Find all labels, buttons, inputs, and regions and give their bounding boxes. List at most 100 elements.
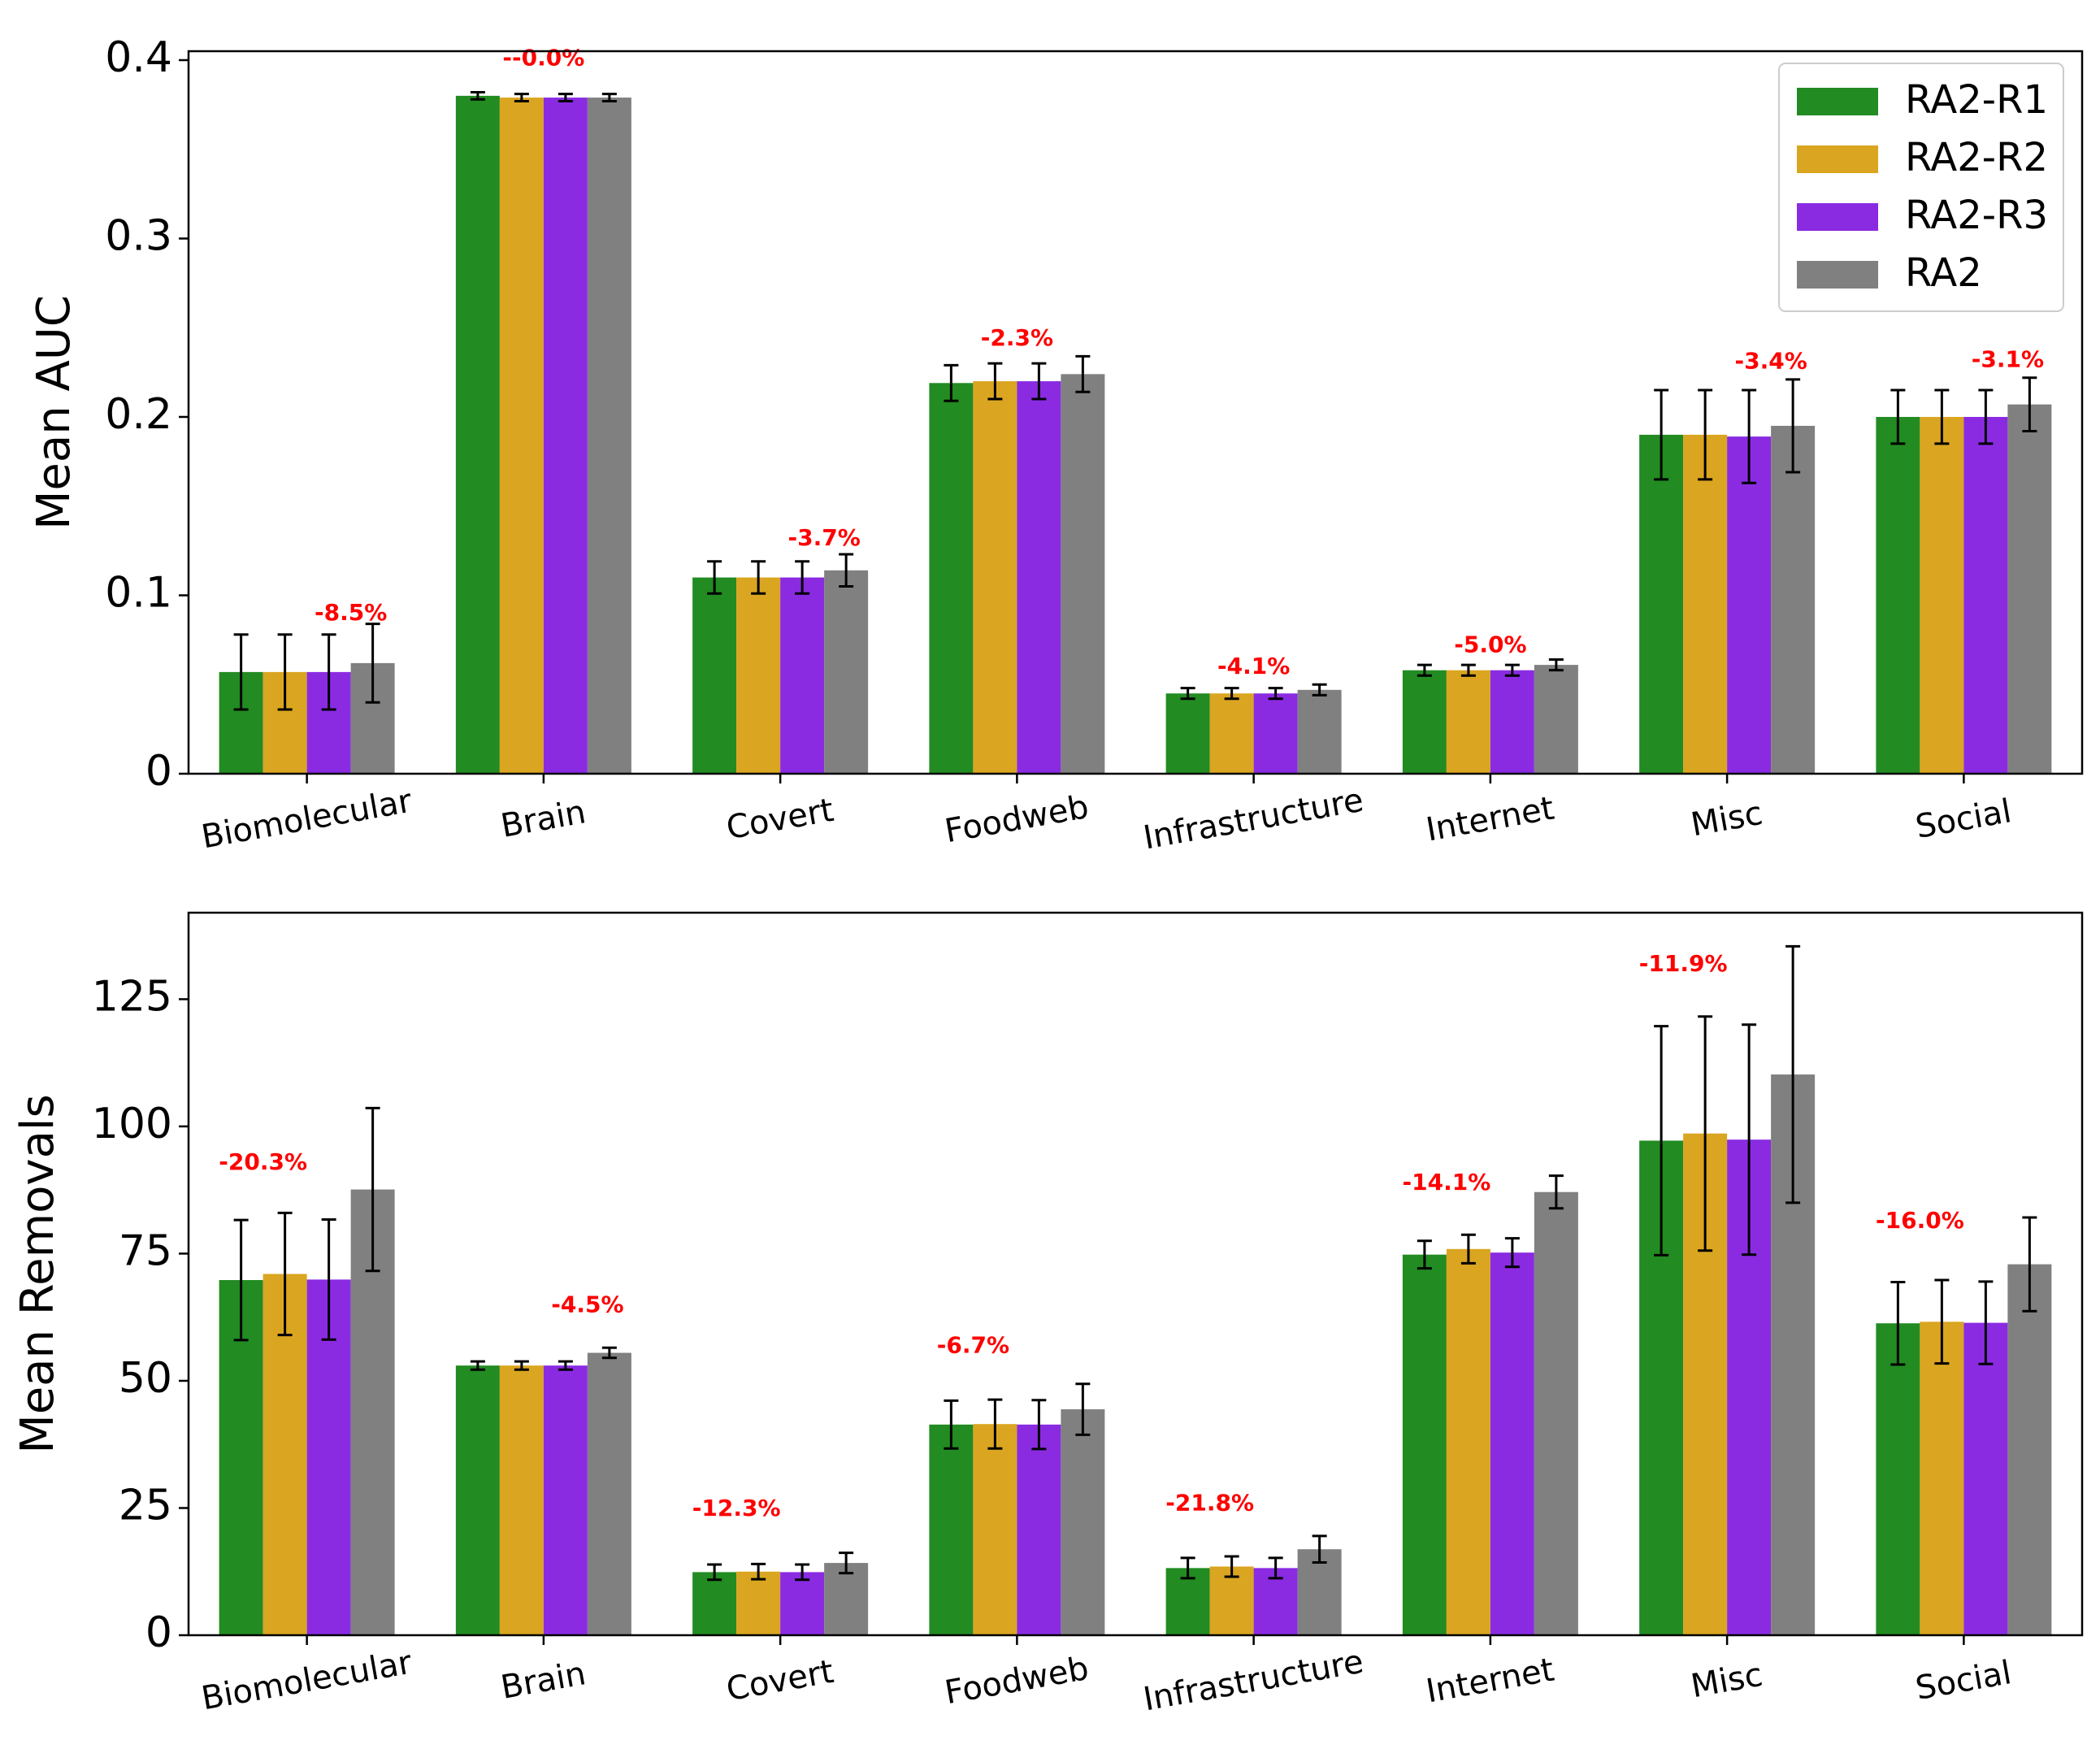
auc-bar-internet-ra2-r2 [1446,670,1490,774]
auc-ytick-label: 0.1 [105,568,172,617]
removals-bar-brain-ra2-r3 [543,1365,588,1635]
legend-swatch-ra2-r1 [1797,88,1878,115]
auc-errorbar-social-ra2-r1 [1890,388,1906,445]
auc-bar-internet-ra2 [1534,665,1578,774]
removals-errorbar-covert-ra2 [839,1552,854,1575]
auc-xtick-label-infrastructure: Infrastructure [1141,782,1367,857]
removals-bar-covert-ra2-r3 [780,1572,825,1635]
auc-bar-social-ra2 [2007,404,2052,774]
auc-bar-misc-ra2-r1 [1639,434,1684,774]
removals-errorbar-foodweb-ra2-r1 [944,1399,959,1450]
auc-annotation-infrastructure: -4.1% [1217,653,1290,679]
auc-errorbar-covert-ra2 [839,553,854,588]
removals-ytick-label: 125 [92,972,172,1021]
removals-errorbar-social-ra2-r1 [1890,1281,1906,1366]
auc-errorbar-biomolecular-ra2 [365,623,380,704]
removals-errorbar-social-ra2 [2022,1216,2037,1313]
removals-xtick-label-brain: Brain [498,1655,588,1707]
auc-errorbar-internet-ra2-r2 [1460,663,1476,677]
auc-errorbar-misc-ra2-r3 [1742,388,1757,484]
removals-errorbar-infrastructure-ra2 [1312,1534,1327,1564]
removals-xtick-label-covert: Covert [723,1653,836,1708]
removals-errorbar-covert-ra2-r3 [795,1563,810,1582]
auc-bar-covert-ra2-r3 [780,577,825,774]
auc-errorbar-misc-ra2-r2 [1698,388,1713,481]
removals-errorbar-biomolecular-ra2-r3 [321,1218,336,1341]
removals-y-axis-label: Mean Removals [11,1094,64,1453]
auc-errorbar-covert-ra2-r1 [707,560,722,595]
removals-bar-brain-ra2-r2 [499,1365,544,1635]
removals-bar-infrastructure-ra2-r2 [1209,1566,1254,1635]
removals-errorbar-brain-ra2-r2 [514,1360,529,1371]
removals-errorbar-internet-ra2-r2 [1460,1233,1476,1265]
removals-errorbar-foodweb-ra2-r2 [987,1398,1003,1450]
removals-errorbar-misc-ra2-r2 [1698,1015,1713,1252]
removals-ytick-label: 25 [119,1481,172,1530]
removals-bar-social-ra2-r3 [1963,1322,2008,1635]
auc-bar-infrastructure-ra2 [1297,689,1342,774]
removals-errorbar-brain-ra2-r1 [470,1360,485,1371]
auc-errorbar-misc-ra2 [1785,378,1801,474]
removals-ytick-label: 0 [145,1608,172,1657]
auc-bar-foodweb-ra2-r1 [929,383,974,774]
auc-ytick-label: 0.2 [105,390,172,439]
legend-label-ra2: RA2 [1905,250,1982,296]
auc-errorbar-biomolecular-ra2-r3 [321,633,336,711]
auc-bar-infrastructure-ra2-r1 [1165,693,1210,774]
auc-ytick-label: 0.4 [105,33,172,82]
auc-errorbar-brain-ra2-r2 [514,93,529,102]
auc-bar-brain-ra2-r2 [499,98,544,775]
legend-swatch-ra2 [1797,261,1878,289]
removals-annotation-misc: -11.9% [1639,950,1728,977]
auc-errorbar-brain-ra2-r3 [558,93,573,102]
removals-bar-foodweb-ra2 [1061,1409,1105,1635]
auc-errorbar-infrastructure-ra2-r2 [1224,687,1239,701]
auc-bar-covert-ra2-r1 [692,577,737,774]
auc-errorbar-brain-ra2 [601,93,617,102]
auc-bar-misc-ra2 [1771,425,1816,774]
removals-errorbar-foodweb-ra2 [1075,1382,1091,1436]
auc-errorbar-infrastructure-ra2-r3 [1268,687,1283,701]
removals-errorbar-misc-ra2-r3 [1742,1023,1757,1256]
auc-chart: -8.5% --0.0% -3.7% -2.3% -4.1% -5.0% -3.4% -3.1… [28,33,2084,857]
auc-errorbar-internet-ra2 [1548,658,1564,672]
removals-bar-foodweb-ra2-r1 [929,1424,974,1635]
removals-bar-social-ra2-r2 [1920,1322,1964,1635]
auc-bar-social-ra2-r3 [1963,416,2008,774]
auc-xtick-label-misc: Misc [1688,795,1765,844]
auc-y-axis-label: Mean AUC [28,295,80,530]
legend-label-ra2-r1: RA2-R1 [1905,77,2048,123]
removals-xtick-label-biomolecular: Biomolecular [198,1644,414,1718]
auc-annotation-social: -3.1% [1972,346,2044,373]
auc-xtick-label-social: Social [1913,792,2015,846]
legend: RA2-R1 RA2-R2 RA2-R3 RA2 [1778,63,2064,312]
auc-errorbar-infrastructure-ra2 [1312,683,1327,697]
removals-bar-covert-ra2-r2 [736,1571,781,1635]
removals-errorbar-foodweb-ra2-r3 [1031,1399,1047,1451]
auc-bar-social-ra2-r2 [1920,416,1964,774]
removals-ytick-label: 75 [119,1226,172,1275]
removals-plot-frame [187,911,2084,1637]
auc-bar-foodweb-ra2 [1061,374,1105,774]
removals-errorbar-internet-ra2-r1 [1417,1239,1432,1270]
auc-bar-internet-ra2-r1 [1402,670,1447,774]
removals-annotation-biomolecular: -20.3% [219,1148,307,1175]
auc-errorbar-foodweb-ra2 [1075,354,1091,393]
auc-bar-infrastructure-ra2-r2 [1209,693,1254,774]
removals-bar-covert-ra2-r1 [692,1572,737,1635]
removals-bar-foodweb-ra2-r2 [973,1424,1017,1635]
removals-xtick-label-misc: Misc [1688,1656,1765,1706]
removals-annotation-social: -16.0% [1876,1207,1964,1234]
legend-label-ra2-r2: RA2-R2 [1905,135,2048,180]
auc-errorbar-brain-ra2-r1 [470,90,485,101]
removals-errorbar-brain-ra2 [601,1346,617,1360]
removals-annotation-brain: -4.5% [551,1291,623,1317]
removals-ytick-label: 50 [119,1354,172,1403]
auc-bar-misc-ra2-r3 [1727,436,1772,774]
auc-plot-frame [187,50,2084,775]
removals-bar-internet-ra2-r1 [1402,1254,1447,1635]
auc-bar-infrastructure-ra2-r3 [1253,693,1298,774]
removals-annotation-foodweb: -6.7% [937,1332,1009,1359]
removals-xtick-label-social: Social [1913,1654,2015,1708]
removals-bar-brain-ra2 [587,1352,631,1635]
